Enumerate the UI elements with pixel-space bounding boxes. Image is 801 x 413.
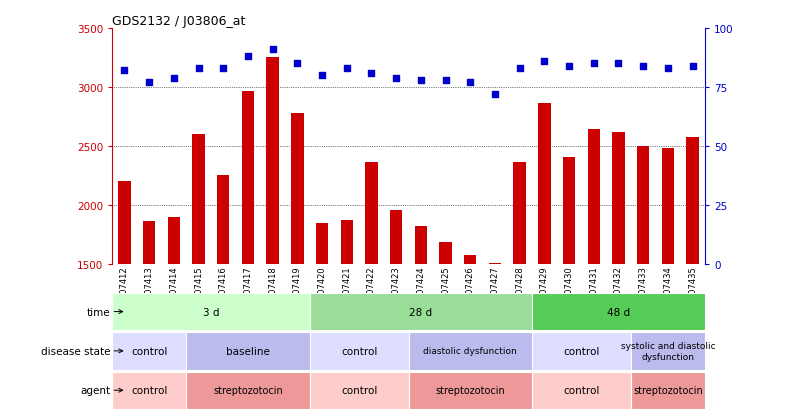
Bar (612, 133, 625, 264)
Text: control: control (131, 346, 167, 356)
Point (513, 66, 526, 72)
Bar (143, 222, 155, 264)
Point (637, 63, 650, 70)
Bar (440, 242, 452, 264)
Text: diastolic dysfunction: diastolic dysfunction (424, 347, 517, 356)
Text: streptozotocin: streptozotocin (213, 385, 283, 395)
Bar (340, 221, 353, 264)
Point (662, 66, 674, 72)
Point (217, 66, 230, 72)
Bar (588, 130, 600, 264)
Text: agent: agent (80, 385, 111, 395)
Bar (513, 163, 525, 264)
Bar (310, 372, 409, 409)
Text: control: control (563, 385, 600, 395)
Text: control: control (341, 385, 377, 395)
Bar (167, 217, 180, 264)
Point (316, 73, 328, 79)
Point (414, 77, 427, 84)
Point (587, 61, 600, 67)
Point (242, 54, 255, 60)
Bar (292, 114, 304, 264)
Bar (310, 332, 409, 370)
Bar (538, 104, 550, 264)
Bar (409, 372, 532, 409)
Point (143, 80, 155, 86)
Text: time: time (87, 307, 111, 317)
Point (612, 61, 625, 67)
Bar (409, 332, 532, 370)
Bar (112, 293, 310, 330)
Bar (563, 157, 575, 264)
Bar (186, 372, 310, 409)
Bar (631, 372, 705, 409)
Point (118, 68, 131, 75)
Text: control: control (563, 346, 600, 356)
Bar (365, 163, 377, 264)
Text: systolic and diastolic
dysfunction: systolic and diastolic dysfunction (621, 342, 715, 361)
Text: GDS2132 / J03806_at: GDS2132 / J03806_at (112, 15, 246, 28)
Bar (217, 176, 229, 264)
Point (340, 66, 353, 72)
Point (167, 75, 180, 82)
Text: control: control (341, 346, 377, 356)
Text: streptozotocin: streptozotocin (436, 385, 505, 395)
Text: control: control (131, 385, 167, 395)
Point (538, 59, 551, 65)
Point (562, 63, 575, 70)
Bar (112, 372, 186, 409)
Point (291, 61, 304, 67)
Point (489, 92, 501, 98)
Text: baseline: baseline (226, 346, 270, 356)
Bar (242, 91, 254, 264)
Bar (631, 332, 705, 370)
Bar (532, 293, 705, 330)
Bar (186, 332, 310, 370)
Bar (316, 223, 328, 264)
Bar (662, 149, 674, 264)
Text: 28 d: 28 d (409, 307, 433, 317)
Text: disease state: disease state (41, 346, 111, 356)
Bar (415, 227, 427, 264)
Point (686, 63, 699, 70)
Bar (310, 293, 532, 330)
Point (390, 75, 403, 82)
Point (439, 77, 452, 84)
Bar (532, 332, 630, 370)
Point (464, 80, 477, 86)
Bar (390, 210, 402, 264)
Point (266, 47, 279, 53)
Text: streptozotocin: streptozotocin (633, 385, 702, 395)
Bar (489, 263, 501, 264)
Bar (112, 332, 186, 370)
Bar (637, 147, 650, 264)
Bar (532, 372, 630, 409)
Bar (119, 182, 131, 264)
Text: 3 d: 3 d (203, 307, 219, 317)
Bar (192, 135, 205, 264)
Bar (267, 58, 279, 264)
Bar (686, 137, 698, 264)
Point (365, 70, 378, 77)
Bar (464, 255, 477, 264)
Text: 48 d: 48 d (607, 307, 630, 317)
Point (192, 66, 205, 72)
